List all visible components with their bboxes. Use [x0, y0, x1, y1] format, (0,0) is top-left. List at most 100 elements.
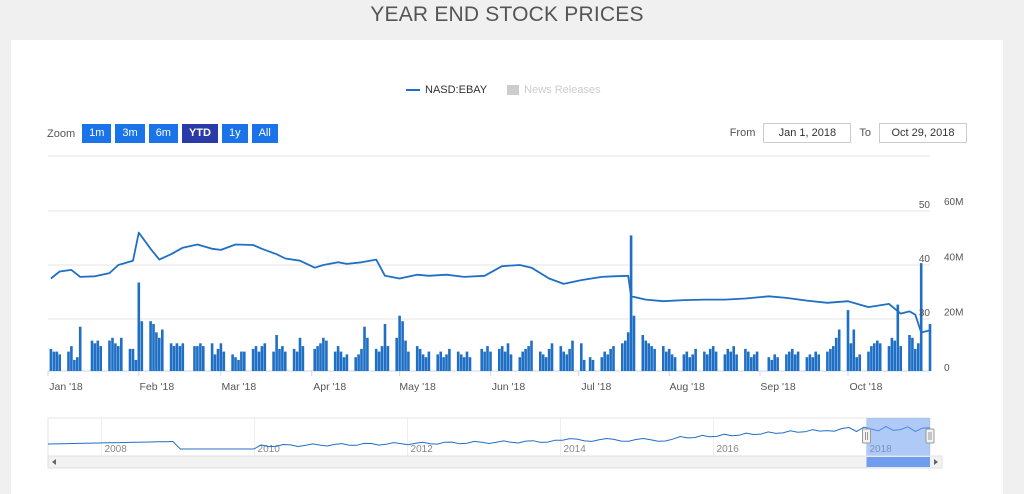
volume-bar: [524, 348, 527, 371]
price-tick-label: 30: [919, 308, 931, 319]
volume-bar: [263, 343, 267, 371]
volume-bar: [407, 351, 410, 371]
volume-bar: [588, 357, 592, 371]
volume-bar: [621, 343, 624, 371]
volume-bar: [76, 357, 79, 371]
volume-bar: [377, 351, 381, 371]
volume-bar: [52, 351, 56, 371]
volume-bar: [213, 354, 217, 371]
volume-bar: [714, 351, 718, 371]
volume-bar: [562, 351, 565, 371]
volume-bar: [202, 346, 205, 371]
x-tick-label: Jan '18: [49, 381, 83, 393]
volume-bar: [90, 340, 94, 371]
volume-bar: [468, 357, 472, 371]
volume-bar: [193, 346, 196, 371]
volume-bar: [196, 346, 199, 371]
zoom-controls: Zoom 1m 3m 6m YTD 1y All: [47, 124, 278, 143]
volume-bar: [333, 351, 337, 371]
volume-bar: [629, 235, 633, 371]
legend-item-news[interactable]: News Releases: [507, 84, 601, 96]
navigator-handle[interactable]: [862, 428, 872, 444]
volume-bar: [624, 340, 627, 371]
volume-bar: [539, 351, 542, 371]
volume-bar: [175, 343, 179, 371]
zoom-button-1m[interactable]: 1m: [82, 124, 112, 143]
zoom-button-6m[interactable]: 6m: [148, 124, 178, 143]
volume-bar: [606, 354, 609, 371]
volume-bar: [58, 354, 61, 371]
volume-bar: [140, 321, 144, 371]
volume-bar: [785, 354, 788, 371]
volume-bar: [849, 343, 853, 371]
volume-bar: [723, 354, 727, 371]
volume-bar: [137, 282, 141, 371]
volume-bar: [120, 337, 123, 371]
volume-bar: [626, 332, 630, 371]
scroll-right-arrow-icon[interactable]: [934, 459, 938, 465]
to-date-input[interactable]: [879, 123, 967, 143]
volume-bar: [161, 329, 164, 371]
chart-card: NASD:EBAY News Releases Zoom 1m 3m 6m YT…: [11, 40, 1003, 494]
legend-item-series[interactable]: NASD:EBAY: [406, 84, 487, 96]
volume-bar: [70, 346, 73, 371]
volume-bar: [919, 263, 923, 371]
volume-bar: [580, 343, 583, 371]
volume-bar: [887, 346, 891, 371]
volume-bar: [398, 315, 401, 371]
volume-bar: [401, 321, 404, 371]
volume-tick-label: 20M: [944, 308, 963, 319]
volume-bar: [791, 348, 794, 371]
volume-bar: [811, 357, 815, 371]
zoom-button-3m[interactable]: 3m: [115, 124, 145, 143]
x-tick-label: Mar '18: [222, 381, 257, 393]
volume-tick-label: 60M: [944, 197, 963, 208]
navigator-scrollbar-thumb[interactable]: [866, 457, 930, 467]
navigator-handle[interactable]: [925, 428, 935, 444]
zoom-button-1y[interactable]: 1y: [221, 124, 248, 143]
volume-bar: [363, 326, 366, 371]
volume-bar: [632, 315, 636, 371]
volume-bar: [673, 357, 677, 371]
stock-chart: 30 40 50 0 20M 40M 60M Jan '18 Feb '18 Mar '18 Apr…: [47, 155, 963, 469]
navigator-tick-label: 2010: [258, 444, 281, 455]
volume-bar: [729, 351, 732, 371]
volume-bar: [752, 354, 756, 371]
volume-bar: [345, 354, 349, 371]
volume-bar: [805, 357, 809, 371]
zoom-button-all[interactable]: All: [251, 124, 278, 143]
volume-bar: [788, 351, 791, 371]
volume-bar: [708, 348, 712, 371]
legend-box-icon: [507, 85, 520, 95]
volume-bar: [559, 346, 563, 371]
volume-bar: [547, 348, 551, 371]
volume-bar: [155, 332, 158, 371]
volume-bar: [609, 348, 612, 371]
volume-bar: [216, 348, 220, 371]
volume-bar: [688, 357, 691, 371]
volume-bar: [829, 348, 832, 371]
volume-bar: [744, 348, 747, 371]
volume-bar: [908, 335, 911, 371]
volume-bar: [480, 348, 483, 371]
navigator-scrollbar[interactable]: [47, 455, 943, 469]
volume-bar: [893, 340, 897, 371]
volume-bar: [117, 346, 120, 371]
volume-bar: [899, 346, 902, 371]
volume-bar: [357, 354, 360, 371]
volume-bar: [427, 351, 431, 371]
volume-bar: [134, 359, 138, 371]
volume-bar: [685, 351, 689, 371]
volume-bar: [691, 354, 694, 371]
volume-bar: [732, 346, 735, 371]
volume-bar: [240, 351, 243, 371]
zoom-button-ytd[interactable]: YTD: [181, 124, 218, 143]
volume-bar: [172, 346, 176, 371]
volume-bar: [319, 343, 322, 371]
volume-bar: [489, 351, 492, 371]
from-date-input[interactable]: [763, 123, 852, 143]
volume-bar: [770, 359, 774, 371]
volume-bar: [181, 343, 185, 371]
scroll-left-arrow-icon[interactable]: [52, 459, 56, 465]
volume-bar: [876, 340, 879, 371]
